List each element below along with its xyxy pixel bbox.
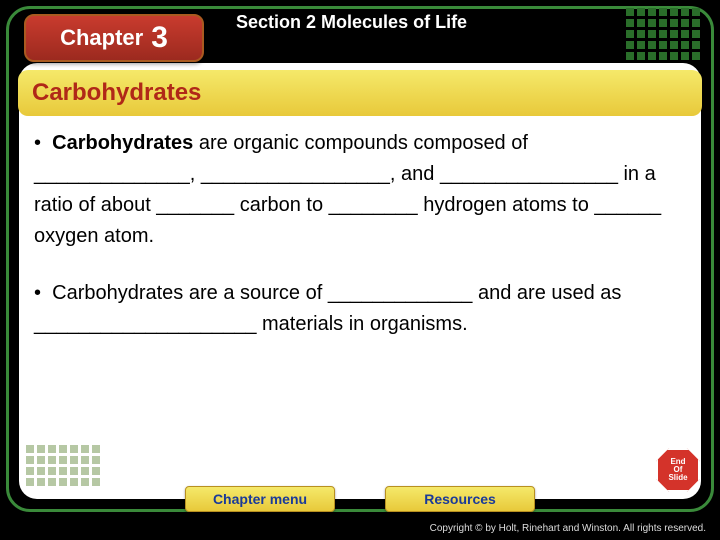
chapter-label: Chapter: [60, 25, 143, 51]
bullet-2: • Carbohydrates are a source of ________…: [34, 278, 686, 340]
corner-grid-icon: [626, 8, 700, 60]
chapter-number: 3: [151, 21, 168, 55]
section-label: Section 2: [236, 12, 316, 32]
bottom-nav: Chapter menu Resources: [0, 468, 720, 512]
end-line3: Slide: [668, 474, 687, 482]
chapter-tab: Chapter 3: [24, 14, 204, 62]
bullet-text: Carbohydrates are a source of __________…: [34, 282, 621, 335]
bullet-1: • Carbohydrates are organic compounds co…: [34, 128, 686, 252]
slide-subtitle: Carbohydrates: [32, 79, 201, 107]
resources-label: Resources: [424, 491, 496, 507]
stop-sign-icon: End Of Slide: [656, 448, 700, 492]
chapter-menu-label: Chapter menu: [213, 491, 307, 507]
chapter-menu-button[interactable]: Chapter menu: [185, 486, 335, 512]
copyright-text: Copyright © by Holt, Rinehart and Winsto…: [430, 523, 706, 534]
end-of-slide-badge: End Of Slide: [656, 448, 700, 492]
section-name: Molecules of Life: [321, 12, 467, 32]
bullet-keyword: Carbohydrates: [52, 132, 193, 154]
slide-subtitle-band: Carbohydrates: [18, 70, 702, 116]
slide-body: • Carbohydrates are organic compounds co…: [34, 128, 686, 366]
resources-button[interactable]: Resources: [385, 486, 535, 512]
section-title: Section 2 Molecules of Life: [236, 12, 467, 33]
